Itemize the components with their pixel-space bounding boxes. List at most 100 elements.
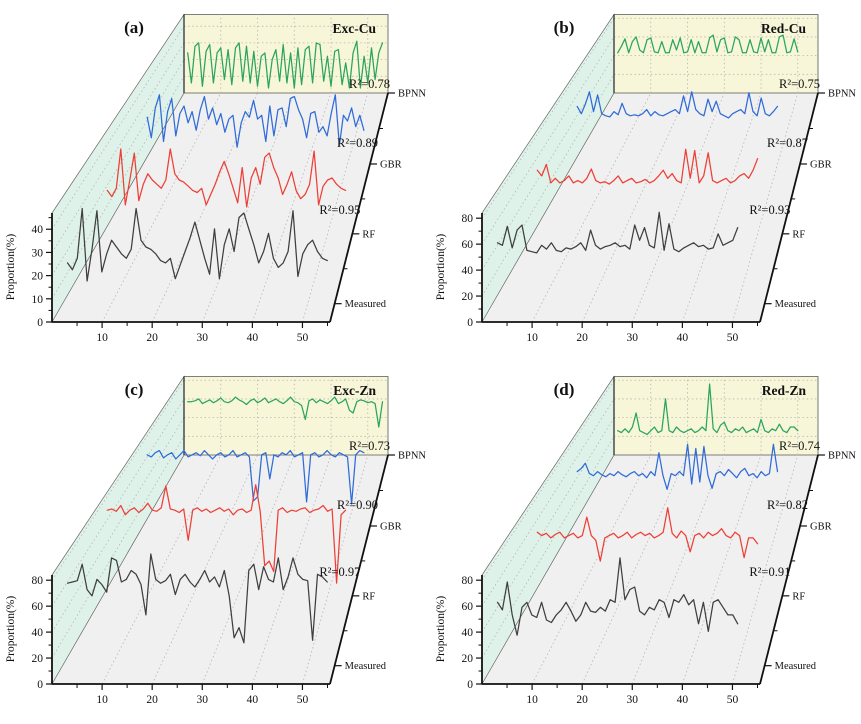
floor-plane bbox=[482, 455, 818, 684]
series-line-bpnn bbox=[617, 34, 799, 54]
depth-label-gbr: GBR bbox=[380, 521, 402, 532]
r2-label-gbr: R²=0.87 bbox=[767, 136, 808, 150]
panel-title: Red-Cu bbox=[761, 21, 806, 36]
y-tick-label: 40 bbox=[462, 627, 474, 639]
y-axis: 0 10 20 30 40 bbox=[32, 213, 53, 329]
x-tick-label: 40 bbox=[677, 694, 689, 706]
y-tick-label: 20 bbox=[32, 653, 44, 665]
x-axis: 10 20 30 40 50 bbox=[52, 683, 330, 706]
y-tick-label: 80 bbox=[462, 575, 474, 587]
y-tick-label: 0 bbox=[37, 317, 43, 329]
series-line-gbr bbox=[146, 94, 365, 148]
y-axis: 0 20 40 60 80 bbox=[462, 213, 483, 329]
r2-label-gbr: R²=0.90 bbox=[337, 498, 378, 512]
x-tick-label: 30 bbox=[197, 332, 209, 344]
y-tick-label: 0 bbox=[467, 317, 473, 329]
y-tick-label: 10 bbox=[32, 294, 44, 306]
r2-label-bpnn: R²=0.73 bbox=[349, 439, 390, 453]
x-tick-label: 20 bbox=[576, 694, 588, 706]
depth-label-bpnn: BPNN bbox=[398, 89, 426, 100]
x-tick-label: 50 bbox=[297, 332, 309, 344]
panel-a: 0 10 20 30 40 Proportion(%) 10 20 30 40 50 Measured… bbox=[0, 0, 430, 362]
depth-axis: Measured RF GBR BPNN bbox=[329, 89, 426, 323]
y-tick-label: 60 bbox=[462, 601, 474, 613]
depth-label-measured: Measured bbox=[345, 661, 387, 672]
y-tick-label: 80 bbox=[462, 213, 474, 225]
series-line-gbr bbox=[576, 443, 779, 490]
x-tick-label: 30 bbox=[627, 332, 639, 344]
series-line-rf bbox=[106, 148, 347, 208]
y-tick-label: 0 bbox=[37, 679, 43, 691]
depth-axis: Measured RF GBR BPNN bbox=[329, 451, 426, 685]
y-axis-title: Proportion(%) bbox=[5, 596, 17, 663]
series-line-bpnn bbox=[187, 396, 384, 428]
r2-label-rf: R²=0.97 bbox=[319, 565, 360, 579]
y-tick-label: 20 bbox=[462, 291, 474, 303]
depth-axis: Measured RF GBR BPNN bbox=[759, 451, 856, 685]
panel-tag: (c) bbox=[125, 380, 144, 399]
y-axis-title: Proportion(%) bbox=[435, 596, 447, 663]
depth-label-measured: Measured bbox=[345, 299, 387, 310]
depth-label-bpnn: BPNN bbox=[828, 89, 856, 100]
x-tick-label: 40 bbox=[677, 332, 689, 344]
depth-label-bpnn: BPNN bbox=[398, 451, 426, 462]
depth-label-rf: RF bbox=[362, 591, 375, 602]
y-tick-label: 40 bbox=[32, 224, 44, 236]
panel-tag: (b) bbox=[554, 18, 575, 37]
depth-label-gbr: GBR bbox=[810, 159, 832, 170]
x-tick-label: 10 bbox=[96, 694, 108, 706]
panel-a-plot: 0 10 20 30 40 Proportion(%) 10 20 30 40 50 Measured… bbox=[5, 13, 426, 344]
y-tick-label: 60 bbox=[32, 601, 44, 613]
depth-label-gbr: GBR bbox=[810, 521, 832, 532]
x-tick-label: 10 bbox=[96, 332, 108, 344]
panel-title: Exc-Cu bbox=[333, 21, 377, 36]
series-line-rf bbox=[106, 484, 347, 584]
x-tick-label: 20 bbox=[576, 332, 588, 344]
depth-label-rf: RF bbox=[362, 229, 375, 240]
r2-label-bpnn: R²=0.75 bbox=[779, 77, 820, 91]
y-tick-label: 80 bbox=[32, 575, 44, 587]
y-tick-label: 20 bbox=[32, 271, 44, 283]
series-line-rf bbox=[536, 507, 759, 562]
x-tick-label: 50 bbox=[727, 694, 739, 706]
depth-axis: Measured RF GBR BPNN bbox=[759, 89, 856, 323]
depth-label-bpnn: BPNN bbox=[828, 451, 856, 462]
y-tick-label: 40 bbox=[32, 627, 44, 639]
series-line-rf bbox=[536, 148, 759, 185]
x-tick-label: 20 bbox=[146, 694, 158, 706]
y-tick-label: 40 bbox=[462, 265, 474, 277]
depth-label-measured: Measured bbox=[775, 661, 817, 672]
series-line-measured bbox=[66, 553, 328, 644]
panel-c: 0 20 40 60 80 Proportion(%) 10 20 30 40 50 Measured… bbox=[0, 362, 430, 724]
y-axis-title: Proportion(%) bbox=[435, 234, 447, 301]
y-tick-label: 0 bbox=[467, 679, 473, 691]
panel-d-plot: 0 20 40 60 80 Proportion(%) 10 20 30 40 50 Measured… bbox=[435, 375, 856, 706]
depth-label-rf: RF bbox=[792, 591, 805, 602]
x-tick-label: 50 bbox=[297, 694, 309, 706]
y-axis-title: Proportion(%) bbox=[5, 234, 17, 301]
r2-label-bpnn: R²=0.74 bbox=[779, 439, 821, 453]
series-line-measured bbox=[66, 207, 328, 282]
floor-plane bbox=[482, 93, 818, 322]
series-line-gbr bbox=[576, 91, 779, 119]
grid-lines bbox=[51, 376, 388, 685]
x-tick-label: 10 bbox=[526, 694, 538, 706]
y-tick-label: 60 bbox=[462, 239, 474, 251]
depth-label-gbr: GBR bbox=[380, 159, 402, 170]
r2-label-rf: R²=0.95 bbox=[319, 203, 360, 217]
grid-lines bbox=[481, 376, 818, 685]
x-tick-label: 40 bbox=[247, 332, 259, 344]
x-axis: 10 20 30 40 50 bbox=[482, 321, 760, 344]
y-axis: 0 20 40 60 80 bbox=[462, 575, 483, 691]
x-tick-label: 30 bbox=[197, 694, 209, 706]
x-tick-label: 50 bbox=[727, 332, 739, 344]
r2-label-rf: R²=0.93 bbox=[749, 203, 790, 217]
panel-tag: (a) bbox=[124, 18, 144, 37]
series-line-bpnn bbox=[617, 383, 799, 436]
panel-c-plot: 0 20 40 60 80 Proportion(%) 10 20 30 40 50 Measured… bbox=[5, 375, 426, 706]
x-tick-label: 10 bbox=[526, 332, 538, 344]
depth-label-measured: Measured bbox=[775, 299, 817, 310]
panel-title: Red-Zn bbox=[762, 383, 807, 398]
panel-b-plot: 0 20 40 60 80 Proportion(%) 10 20 30 40 50 Measured… bbox=[435, 13, 856, 344]
